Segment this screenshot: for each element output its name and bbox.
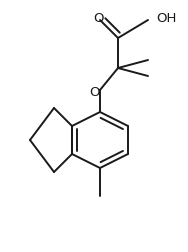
Text: O: O [89,85,99,99]
Text: O: O [93,12,103,24]
Text: OH: OH [156,12,176,24]
